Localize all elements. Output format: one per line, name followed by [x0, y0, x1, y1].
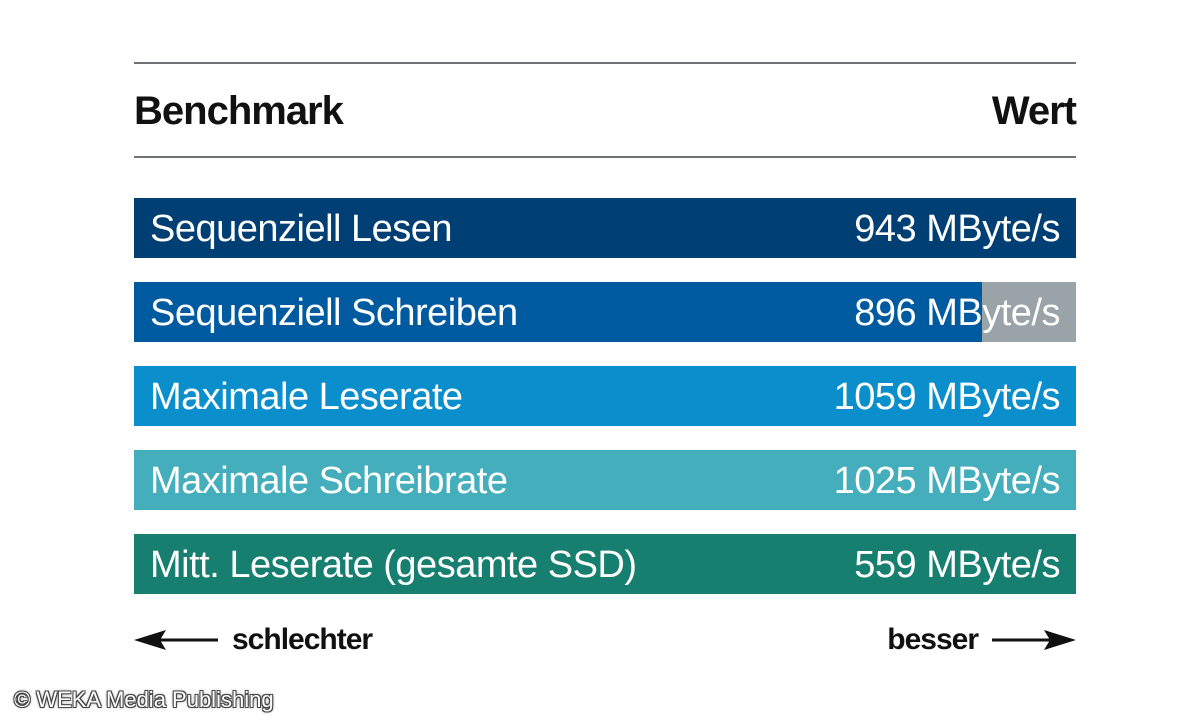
arrow-right-icon: [992, 630, 1076, 650]
bar-label: Sequenziell Schreiben: [150, 292, 518, 334]
top-rule: [134, 62, 1076, 64]
bar-value: 1025 MByte/s: [833, 460, 1061, 502]
bar-fill: [134, 534, 1076, 594]
legend-better: besser: [887, 623, 979, 656]
copyright-text: © WEKA Media Publishing: [14, 687, 274, 712]
bar-fill: [134, 450, 1076, 510]
footer-strip: [0, 680, 1200, 720]
bar-1: Sequenziell Lesen 943 MByte/s: [134, 198, 1076, 258]
bar-fill: [134, 282, 982, 342]
bar-value: 559 MByte/s: [854, 544, 1060, 586]
bar-label: Maximale Schreibrate: [150, 460, 508, 502]
header-rule: [134, 156, 1076, 158]
bar-label: Mitt. Leserate (gesamte SSD): [150, 544, 637, 586]
bar-4: Maximale Schreibrate 1025 MByte/s: [134, 450, 1076, 510]
arrow-left-icon: [134, 630, 218, 650]
bar-list: Sequenziell Lesen 943 MByte/s Sequenziell …: [134, 198, 1076, 618]
bar-3: Maximale Leserate 1059 MByte/s: [134, 366, 1076, 426]
bar-value: 896 MByte/s: [854, 292, 1060, 334]
bar-label: Maximale Leserate: [150, 376, 463, 418]
bar-2: Sequenziell Schreiben 896 MByte/s: [134, 282, 1076, 342]
bar-label: Sequenziell Lesen: [150, 208, 453, 250]
header-wert: Wert: [991, 89, 1077, 133]
bar-fill: [134, 366, 1076, 426]
bar-value: 1059 MByte/s: [833, 376, 1061, 418]
header-benchmark: Benchmark: [134, 89, 344, 133]
legend: schlechter besser: [134, 620, 1076, 660]
bar-value: 943 MByte/s: [854, 208, 1060, 250]
bar-5: Mitt. Leserate (gesamte SSD) 559 MByte/s: [134, 534, 1076, 594]
bar-fill: [134, 198, 1076, 258]
legend-worse: schlechter: [232, 623, 373, 656]
